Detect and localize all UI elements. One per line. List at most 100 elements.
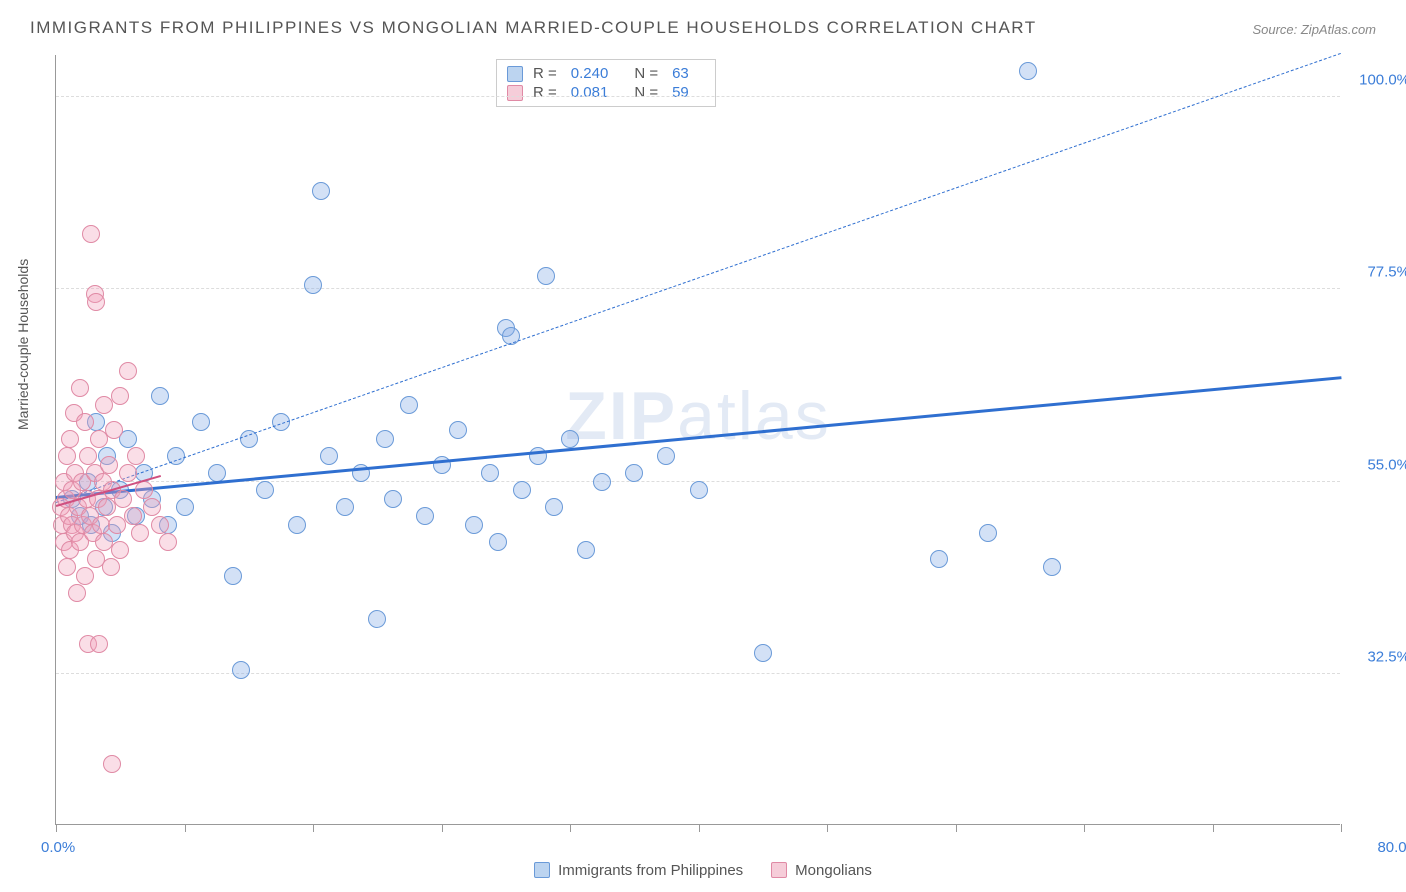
y-axis-label: Married-couple Households (15, 259, 31, 430)
data-point (114, 490, 132, 508)
legend-n-value: 59 (672, 84, 689, 101)
data-point (159, 533, 177, 551)
y-tick-label: 77.5% (1350, 264, 1406, 281)
x-axis-min-label: 0.0% (41, 839, 75, 856)
legend-label: Immigrants from Philippines (558, 862, 743, 879)
data-point (545, 498, 563, 516)
y-tick-label: 32.5% (1350, 649, 1406, 666)
data-point (513, 481, 531, 499)
x-tick (570, 824, 571, 832)
data-point (192, 413, 210, 431)
data-point (61, 430, 79, 448)
data-point (449, 421, 467, 439)
data-point (111, 387, 129, 405)
x-tick (956, 824, 957, 832)
data-point (87, 293, 105, 311)
data-point (288, 516, 306, 534)
legend-item: Mongolians (771, 862, 872, 879)
data-point (71, 379, 89, 397)
data-point (304, 276, 322, 294)
x-tick (56, 824, 57, 832)
data-point (79, 447, 97, 465)
data-point (376, 430, 394, 448)
data-point (400, 396, 418, 414)
data-point (76, 413, 94, 431)
data-point (108, 516, 126, 534)
data-point (336, 498, 354, 516)
data-point (489, 533, 507, 551)
legend-r-label: R = (533, 84, 557, 101)
data-point (537, 267, 555, 285)
legend-swatch (507, 66, 523, 82)
data-point (561, 430, 579, 448)
data-point (95, 396, 113, 414)
data-point (224, 567, 242, 585)
data-point (135, 481, 153, 499)
data-point (58, 558, 76, 576)
legend-swatch (771, 862, 787, 878)
data-point (124, 507, 142, 525)
data-point (102, 558, 120, 576)
legend-item: Immigrants from Philippines (534, 862, 743, 879)
x-tick (185, 824, 186, 832)
data-point (68, 584, 86, 602)
data-point (111, 541, 129, 559)
gridline-h (56, 96, 1340, 97)
data-point (690, 481, 708, 499)
data-point (368, 610, 386, 628)
data-point (90, 635, 108, 653)
data-point (593, 473, 611, 491)
x-tick (1084, 824, 1085, 832)
data-point (58, 447, 76, 465)
legend-label: Mongolians (795, 862, 872, 879)
source-attribution: Source: ZipAtlas.com (1252, 22, 1376, 37)
legend-n-label: N = (634, 65, 658, 82)
x-tick (1341, 824, 1342, 832)
data-point (657, 447, 675, 465)
data-point (127, 447, 145, 465)
legend-r-value: 0.081 (571, 84, 609, 101)
data-point (312, 182, 330, 200)
x-tick (699, 824, 700, 832)
x-tick (313, 824, 314, 832)
data-point (930, 550, 948, 568)
data-point (176, 498, 194, 516)
legend-r-label: R = (533, 65, 557, 82)
scatter-plot-area: ZIPatlas R =0.240N =63R =0.081N =59 0.0%… (55, 55, 1340, 825)
data-point (433, 456, 451, 474)
data-point (98, 498, 116, 516)
legend-swatch (534, 862, 550, 878)
data-point (256, 481, 274, 499)
x-tick (827, 824, 828, 832)
legend-n-label: N = (634, 84, 658, 101)
data-point (100, 456, 118, 474)
data-point (1019, 62, 1037, 80)
x-axis-max-label: 80.0% (1377, 839, 1406, 856)
data-point (103, 755, 121, 773)
data-point (625, 464, 643, 482)
data-point (119, 464, 137, 482)
x-tick (442, 824, 443, 832)
legend-n-value: 63 (672, 65, 689, 82)
legend-row: R = 0.240 N = 63 (507, 64, 705, 83)
legend-row: R = 0.081 N = 59 (507, 83, 705, 102)
data-point (131, 524, 149, 542)
series-legend: Immigrants from Philippines Mongolians (0, 862, 1406, 883)
x-tick (1213, 824, 1214, 832)
y-tick-label: 100.0% (1350, 71, 1406, 88)
data-point (979, 524, 997, 542)
legend-r-value: 0.240 (571, 65, 609, 82)
chart-title: IMMIGRANTS FROM PHILIPPINES VS MONGOLIAN… (30, 18, 1037, 38)
data-point (465, 516, 483, 534)
data-point (416, 507, 434, 525)
data-point (481, 464, 499, 482)
correlation-legend: R = 0.240 N = 63 R = 0.081 N = 59 (496, 59, 716, 107)
data-point (151, 516, 169, 534)
data-point (82, 225, 100, 243)
data-point (577, 541, 595, 559)
data-point (232, 661, 250, 679)
gridline-h (56, 288, 1340, 289)
data-point (1043, 558, 1061, 576)
data-point (151, 387, 169, 405)
y-tick-label: 55.0% (1350, 456, 1406, 473)
